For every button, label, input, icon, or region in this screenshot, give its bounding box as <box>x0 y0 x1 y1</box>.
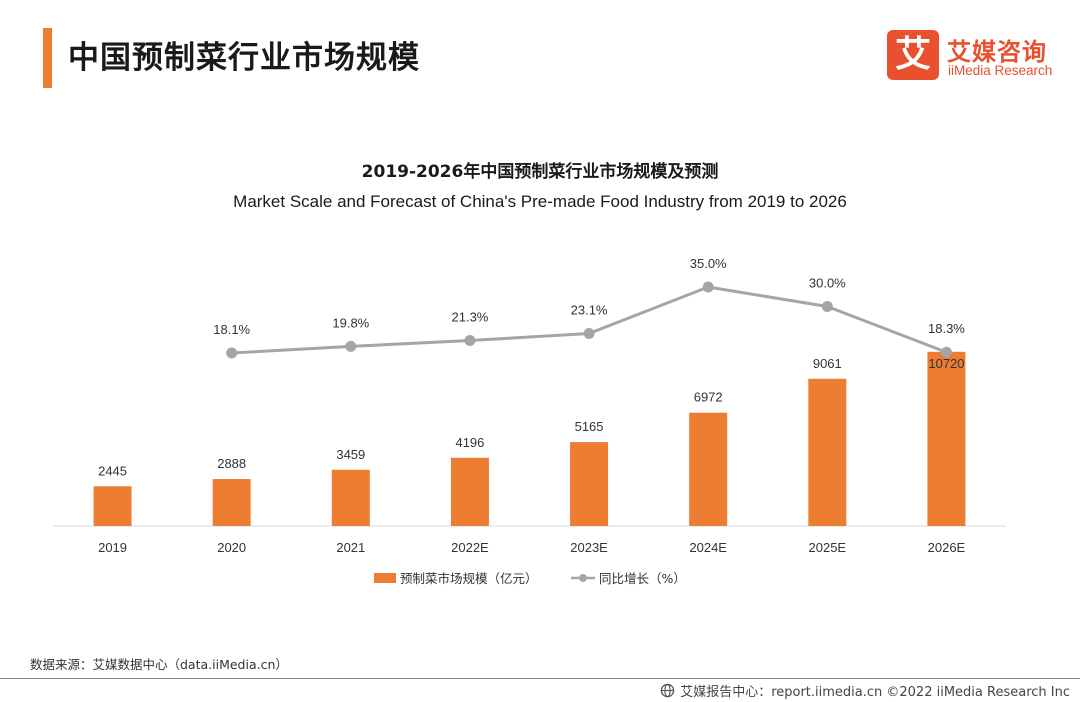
growth-point-2020 <box>226 347 238 359</box>
bar-2020 <box>212 479 251 526</box>
growth-point-2023E <box>583 327 595 339</box>
bar-value-label-2026E: 10720 <box>928 356 964 371</box>
bar-value-label-2019: 2445 <box>98 463 127 478</box>
growth-label-2022E: 21.3% <box>452 310 489 325</box>
bar-value-label-2023E: 5165 <box>575 419 604 434</box>
growth-label-2025E: 30.0% <box>809 276 846 291</box>
bar-value-label-2024E: 6972 <box>694 390 723 405</box>
bar-2025E <box>808 378 847 526</box>
category-label-2025E: 2025E <box>809 540 847 555</box>
bar-2024E <box>689 412 728 526</box>
bar-2021 <box>331 469 370 526</box>
chart-canvas: 2445 2019 2888 2020 3459 2021 4196 2022E 5165 202… <box>53 256 1006 586</box>
category-label-2021: 2021 <box>336 540 365 555</box>
bar-2026E <box>927 351 966 526</box>
legend-label-bar: 预制菜市场规模（亿元） <box>400 571 538 586</box>
legend-swatch-bar <box>374 573 396 583</box>
bar-value-label-2022E: 4196 <box>455 435 484 450</box>
growth-label-2023E: 23.1% <box>571 302 608 317</box>
brand-logo: 艾 艾媒咨询 iiMedia Research <box>887 30 1067 82</box>
growth-point-2024E <box>702 281 714 293</box>
category-label-2022E: 2022E <box>451 540 489 555</box>
source-note: 数据来源：艾媒数据中心（data.iiMedia.cn） <box>30 657 288 672</box>
legend-swatch-line-marker <box>579 574 587 582</box>
page-title: 中国预制菜行业市场规模 <box>68 40 420 76</box>
logo-mark: 艾 <box>887 30 939 80</box>
bar-value-label-2025E: 9061 <box>813 356 842 371</box>
category-label-2024E: 2024E <box>689 540 727 555</box>
category-label-2020: 2020 <box>217 540 246 555</box>
bar-value-label-2021: 3459 <box>336 447 365 462</box>
bar-2019 <box>93 486 132 526</box>
legend-label-line: 同比增长（%） <box>599 571 686 586</box>
growth-point-2022E <box>464 335 476 347</box>
category-label-2019: 2019 <box>98 540 127 555</box>
growth-point-2025E <box>821 301 833 313</box>
footer-credit: 艾媒报告中心：report.iimedia.cn ©2022 iiMedia R… <box>660 681 1070 700</box>
category-label-2026E: 2026E <box>928 540 966 555</box>
footer-divider <box>0 678 1080 679</box>
growth-label-2021: 19.8% <box>332 315 369 330</box>
growth-label-2024E: 35.0% <box>690 256 727 271</box>
bar-value-label-2020: 2888 <box>217 456 246 471</box>
growth-label-2020: 18.1% <box>213 322 250 337</box>
growth-point-2026E <box>940 346 952 358</box>
chart-subtitle: Market Scale and Forecast of China's Pre… <box>233 192 847 211</box>
bar-2022E <box>450 457 489 526</box>
logo-english-name: iiMedia Research <box>948 63 1053 78</box>
title-accent-bar <box>43 28 52 88</box>
chart-title: 2019-2026年中国预制菜行业市场规模及预测 <box>361 162 719 182</box>
footer-text: 艾媒报告中心：report.iimedia.cn ©2022 iiMedia R… <box>680 685 1070 700</box>
bar-2023E <box>570 442 609 526</box>
globe-icon <box>660 683 675 698</box>
category-label-2023E: 2023E <box>570 540 608 555</box>
logo-chinese-name: 艾媒咨询 <box>947 38 1047 66</box>
growth-label-2026E: 18.3% <box>928 321 965 336</box>
growth-point-2021 <box>345 340 357 352</box>
